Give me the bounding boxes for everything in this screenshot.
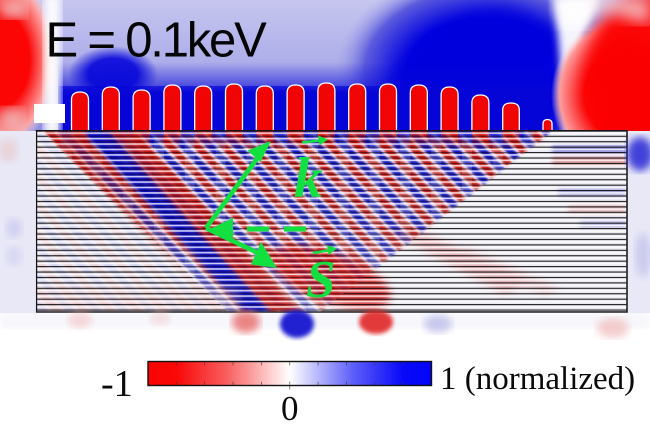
svg-text:-1: -1 (101, 363, 133, 405)
svg-text:1 (normalized): 1 (normalized) (440, 361, 635, 397)
svg-text:E = 0.1keV: E = 0.1keV (46, 14, 268, 68)
svg-text:0: 0 (281, 389, 299, 428)
svg-text:S: S (306, 251, 335, 309)
svg-text:k: k (294, 147, 323, 210)
